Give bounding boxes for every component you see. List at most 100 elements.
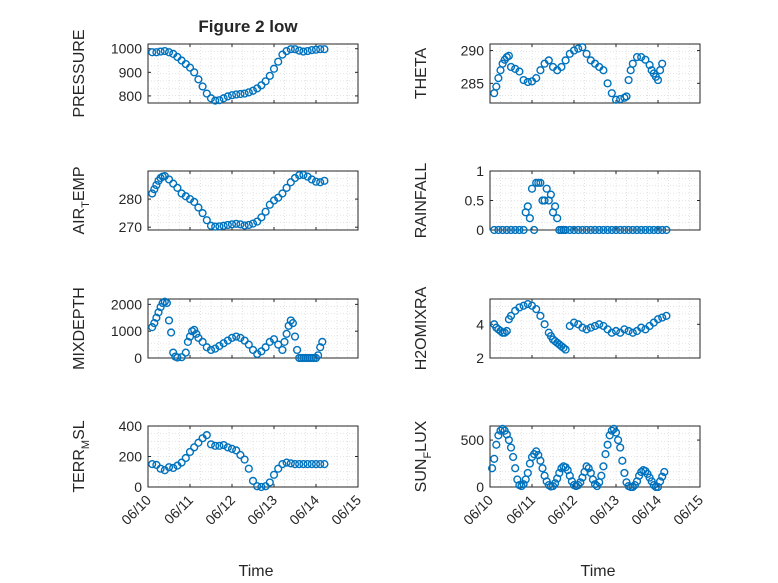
data-point: [502, 225, 511, 235]
data-point: [658, 225, 667, 235]
data-point: [240, 221, 249, 230]
data-point: [244, 340, 253, 349]
data-point: [506, 225, 516, 235]
data-point: [515, 67, 524, 76]
subplot-5: 0 1000 2000 MIXDEPTH: [71, 287, 359, 370]
data-point: [232, 219, 241, 228]
data-point: [561, 56, 570, 65]
data-point: [529, 225, 539, 235]
data-point: [167, 328, 176, 337]
data-point: [177, 353, 186, 362]
data-point: [274, 464, 283, 473]
data-point: [578, 225, 587, 235]
data-point: [515, 225, 524, 235]
data-point: [519, 225, 528, 235]
data-point: [515, 303, 524, 312]
data-point: [223, 443, 232, 452]
y-tick-label: 0: [134, 350, 142, 366]
axes-box: [147, 298, 359, 359]
data-point: [641, 55, 650, 64]
data-point: [206, 440, 216, 449]
data-point: [295, 460, 304, 469]
data-point: [622, 92, 631, 101]
y-tick-label: 2: [476, 350, 484, 366]
y-tick-label: 1000: [111, 41, 142, 57]
data-point: [620, 468, 629, 478]
data-series: [490, 299, 671, 354]
data-point: [303, 460, 312, 469]
data-point: [500, 328, 509, 337]
data-point: [198, 209, 207, 218]
data-point: [574, 44, 583, 53]
y-tick-label: 1: [476, 163, 484, 179]
data-point: [586, 225, 595, 235]
data-point: [645, 60, 654, 70]
data-point: [314, 351, 323, 360]
data-point: [569, 225, 579, 235]
data-point: [565, 225, 574, 235]
data-series: [148, 45, 329, 105]
data-point: [660, 467, 669, 477]
data-point: [607, 225, 616, 235]
data-point: [569, 318, 579, 327]
y-tick-label: 500: [461, 432, 485, 448]
data-point: [586, 323, 595, 332]
data-point: [504, 51, 514, 60]
data-point: [295, 46, 304, 55]
data-point: [653, 315, 663, 324]
y-tick-label: 0: [476, 479, 484, 495]
data-point: [211, 96, 220, 105]
data-point: [658, 472, 667, 481]
data-point: [576, 478, 585, 487]
data-point: [150, 185, 159, 194]
data-point: [544, 56, 553, 65]
y-axis-label: PRESSURE: [71, 29, 88, 117]
y-tick-label: 200: [119, 449, 143, 465]
data-point: [185, 63, 195, 72]
y-tick-label: 1000: [111, 323, 142, 339]
data-point: [278, 189, 287, 198]
axes-box: [489, 43, 701, 104]
data-point: [542, 184, 551, 193]
data-point: [240, 455, 249, 464]
data-point: [303, 46, 312, 56]
data-point: [613, 435, 623, 445]
data-point: [316, 178, 325, 187]
data-point: [286, 45, 295, 54]
x-axis-label: Time: [581, 563, 616, 580]
data-point: [525, 214, 535, 223]
data-point: [194, 333, 203, 342]
data-point: [181, 348, 190, 357]
data-point: [641, 225, 650, 235]
y-tick-label: 0: [134, 479, 142, 495]
data-point: [561, 345, 570, 354]
data-point: [152, 180, 161, 190]
data-point: [498, 59, 507, 68]
y-tick-label: 800: [119, 88, 143, 104]
data-point: [236, 450, 245, 460]
data-point: [162, 298, 172, 308]
data-point: [584, 464, 593, 473]
data-point: [244, 464, 253, 473]
data-point: [320, 176, 329, 185]
data-point: [240, 89, 249, 98]
data-point: [190, 197, 199, 207]
data-point: [550, 202, 560, 211]
data-point: [299, 170, 308, 180]
data-point: [295, 171, 304, 180]
data-point: [607, 328, 616, 337]
data-point: [164, 175, 174, 184]
data-point: [240, 336, 249, 345]
data-point: [536, 456, 545, 465]
data-series: [148, 170, 329, 231]
y-axis-label: AIRTEMP: [71, 166, 92, 234]
data-point: [299, 47, 308, 56]
data-point: [148, 48, 157, 57]
data-point: [156, 302, 165, 312]
data-point: [624, 326, 633, 336]
data-point: [307, 175, 316, 184]
data-point: [569, 46, 579, 55]
data-point: [194, 75, 203, 84]
data-point: [561, 225, 570, 235]
axes-box: [489, 298, 701, 359]
